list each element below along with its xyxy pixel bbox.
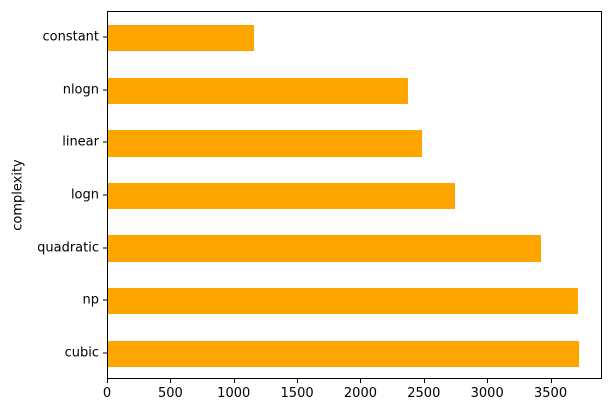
y-tick-label-linear: linear	[62, 134, 99, 150]
y-tick-label-constant: constant	[42, 29, 99, 45]
x-tick-label-3500: 3500	[534, 386, 568, 401]
x-tick-label-1500: 1500	[280, 386, 314, 401]
y-tick-mark	[103, 352, 107, 354]
x-tick-label-2500: 2500	[407, 386, 441, 401]
bar-cubic	[108, 340, 580, 367]
y-tick-mark	[103, 89, 107, 91]
y-tick-label-nlogn: nlogn	[62, 82, 99, 98]
x-tick-mark	[423, 379, 425, 383]
x-tick-label-2000: 2000	[343, 386, 377, 401]
y-axis-title: complexity	[10, 159, 26, 231]
y-tick-mark	[103, 141, 107, 143]
x-tick-label-0: 0	[102, 386, 112, 401]
bar-constant	[108, 25, 254, 52]
y-tick-label-np: np	[82, 292, 100, 308]
plot-area	[107, 11, 602, 379]
y-tick-mark	[103, 299, 107, 301]
bar-nlogn	[108, 77, 409, 104]
x-tick-mark	[107, 379, 108, 383]
y-tick-label-quadratic: quadratic	[37, 240, 99, 256]
y-tick-mark	[103, 247, 107, 249]
x-tick-mark	[297, 379, 299, 383]
x-tick-mark	[487, 379, 489, 383]
x-tick-mark	[360, 379, 362, 383]
bar-logn	[108, 182, 456, 210]
y-tick-mark	[103, 36, 107, 38]
y-tick-mark	[103, 194, 107, 196]
x-tick-label-3000: 3000	[470, 386, 504, 401]
x-tick-mark	[233, 379, 235, 383]
bar-np	[108, 288, 579, 315]
y-tick-label-cubic: cubic	[64, 345, 99, 361]
x-tick-label-1000: 1000	[217, 386, 251, 401]
bar-linear	[108, 130, 423, 157]
x-tick-mark	[170, 379, 172, 383]
x-tick-mark	[550, 379, 552, 383]
bar-quadratic	[108, 235, 542, 262]
y-tick-label-logn: logn	[70, 187, 99, 203]
x-tick-label-500: 500	[157, 386, 183, 401]
